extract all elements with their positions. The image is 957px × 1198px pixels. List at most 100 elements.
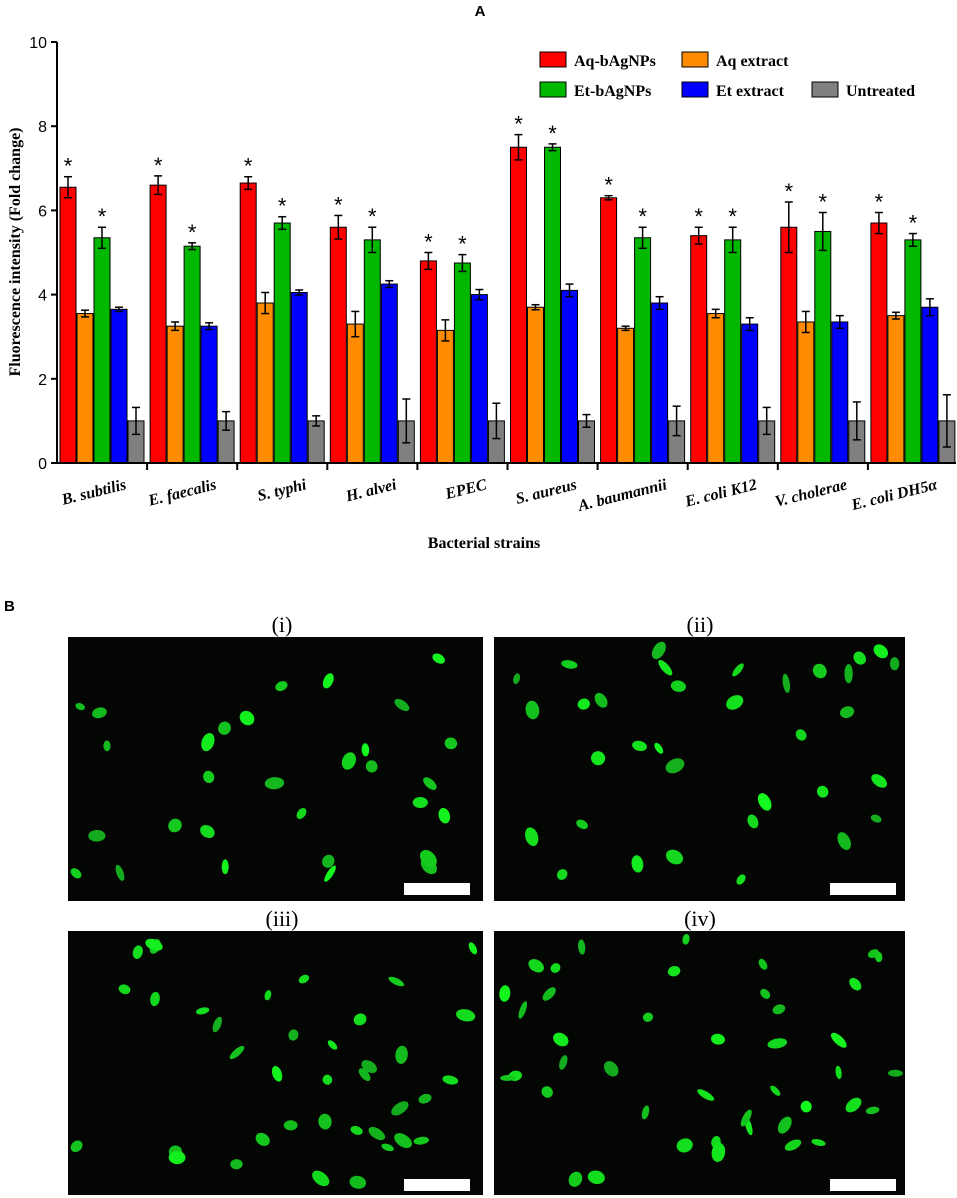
- bacterium-cell: [275, 681, 288, 692]
- significance-marker: *: [368, 204, 377, 229]
- significance-marker: *: [875, 190, 884, 215]
- bacterium-cell: [168, 818, 182, 833]
- significance-marker: *: [638, 204, 647, 229]
- bacterium-cell: [394, 698, 410, 712]
- bacterium-cell: [577, 698, 590, 710]
- bacterium-cell: [388, 976, 405, 987]
- bacterium-cell: [732, 663, 744, 677]
- bacterium-cell: [873, 644, 889, 659]
- micrograph-label-ii: (ii): [686, 612, 714, 637]
- bar: [380, 283, 398, 464]
- bacterium-cell: [75, 703, 86, 711]
- bacterium-cell: [296, 808, 307, 819]
- bacterium-cell: [553, 1032, 569, 1047]
- bar: [307, 420, 325, 464]
- scale-bar: [830, 883, 896, 895]
- scale-bar: [830, 1179, 896, 1191]
- micrograph-ii: [494, 637, 905, 901]
- bacterium-cell: [168, 1151, 186, 1165]
- bacterium-cell: [651, 641, 666, 660]
- legend-label: Et-bAgNPs: [574, 83, 651, 100]
- significance-marker: *: [819, 190, 828, 215]
- bar: [273, 222, 291, 464]
- scale-bar: [404, 883, 470, 895]
- bacterium-cell: [255, 1132, 270, 1146]
- bacterium-cell: [418, 1093, 432, 1104]
- bacterium-cell: [92, 707, 107, 719]
- bacterium-cell: [676, 1138, 693, 1153]
- scale-bar: [404, 1179, 470, 1191]
- bar: [93, 237, 111, 464]
- bacterium-cell: [145, 938, 163, 951]
- bar: [510, 146, 527, 464]
- bacterium-cell: [559, 1055, 568, 1070]
- legend-swatch: [539, 81, 567, 98]
- bacterium-cell: [361, 743, 370, 757]
- bar: [904, 239, 922, 464]
- micrograph-i: [68, 637, 483, 901]
- legend-swatch: [811, 81, 839, 98]
- bar: [887, 315, 905, 464]
- significance-marker: *: [909, 211, 918, 236]
- bacterium-cell: [767, 1038, 788, 1049]
- bacterium-cell: [777, 1116, 792, 1134]
- bacterium-cell: [203, 770, 215, 784]
- x-tick-label: A. baumannii: [576, 476, 670, 515]
- bacterium-cell: [518, 1001, 528, 1019]
- bacterium-cell: [726, 695, 744, 710]
- legend: Aq-bAgNPs Aq extract Et-bAgNPs Et extract Un…: [539, 51, 915, 100]
- bars-layer: * * * * * * * * * * * * * * * * * * * *: [59, 112, 956, 464]
- bacterium-cell: [368, 1127, 386, 1141]
- bacterium-cell: [327, 1040, 338, 1050]
- bacterium-cell: [740, 1109, 752, 1127]
- bar: [419, 260, 437, 464]
- bacterium-cell: [298, 974, 310, 984]
- bacterium-cell: [837, 832, 851, 851]
- bacterium-cell: [322, 673, 334, 689]
- bacterium-cell: [812, 663, 827, 679]
- y-tick-label: 2: [38, 372, 47, 389]
- bacterium-cell: [840, 706, 855, 718]
- bacterium-cell: [513, 673, 521, 685]
- bacterium-cell: [830, 1032, 847, 1048]
- bacterium-cell: [528, 959, 544, 973]
- bacterium-cell: [358, 1068, 371, 1081]
- bacterium-cell: [845, 1097, 862, 1113]
- bacterium-cell: [782, 673, 791, 693]
- bacterium-cell: [641, 1105, 650, 1120]
- significance-marker: *: [424, 230, 433, 255]
- bar: [600, 197, 618, 464]
- bacterium-cell: [456, 1009, 476, 1022]
- bacterium-cell: [849, 977, 862, 991]
- x-tick-label: V. cholerae: [773, 476, 848, 510]
- bar: [110, 308, 128, 464]
- bacterium-cell: [576, 819, 588, 830]
- bacterium-cell: [800, 1100, 812, 1113]
- bacterium-cell: [200, 824, 215, 839]
- significance-marker: *: [278, 194, 287, 219]
- legend-label: Untreated: [846, 83, 915, 100]
- bar: [707, 313, 725, 464]
- bacterium-cell: [816, 785, 829, 798]
- bacterium-cell: [736, 874, 746, 885]
- bacterium-cell: [665, 849, 684, 865]
- bacterium-cell: [561, 660, 578, 669]
- bacterium-cell: [195, 1007, 210, 1015]
- bacterium-cell: [867, 949, 879, 958]
- significance-marker: *: [514, 112, 523, 137]
- bacterium-cell: [682, 933, 690, 945]
- y-tick-label: 8: [38, 119, 47, 136]
- bar: [651, 302, 669, 464]
- significance-marker: *: [604, 173, 613, 198]
- bacterium-cell: [264, 990, 272, 1001]
- x-tick-label: E. faecalis: [146, 476, 218, 510]
- bacterium-cell: [542, 987, 556, 1001]
- bacterium-cell: [423, 777, 437, 790]
- bacterium-cell: [541, 1086, 553, 1098]
- bacterium-cell: [795, 729, 807, 741]
- bacterium-cell: [603, 1061, 619, 1077]
- bacterium-cell: [103, 740, 111, 752]
- bar: [544, 146, 561, 464]
- significance-marker: *: [334, 192, 343, 217]
- x-tick-label: E. coli K12: [682, 476, 758, 510]
